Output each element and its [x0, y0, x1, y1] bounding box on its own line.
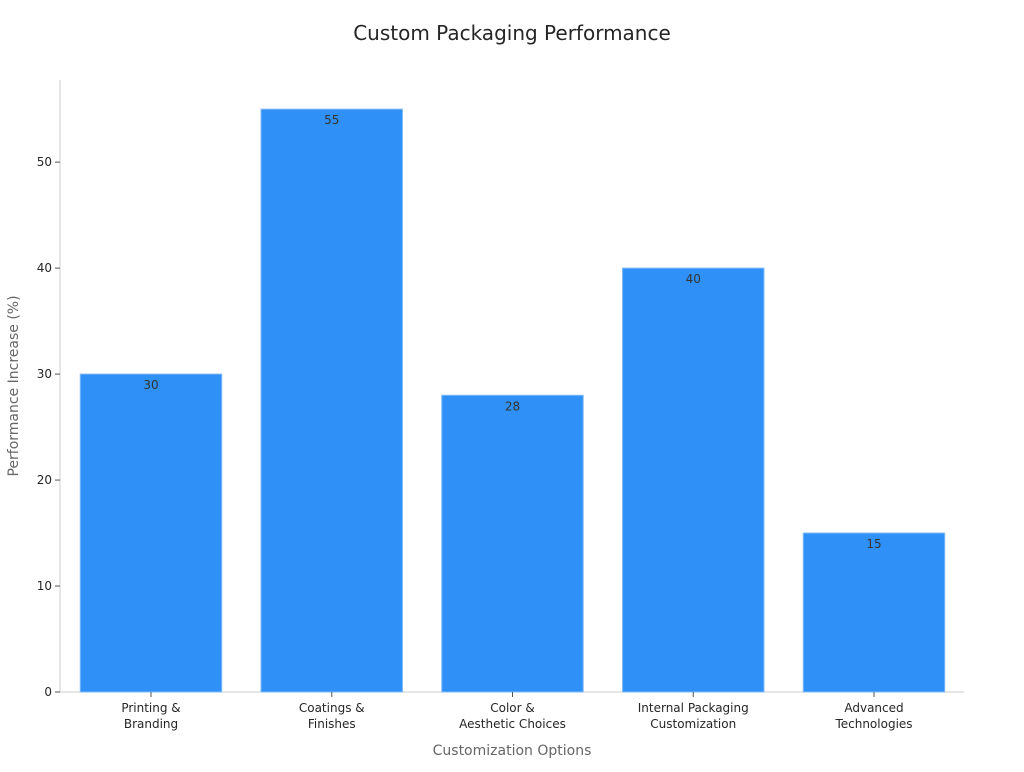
bar — [441, 394, 584, 693]
y-tick-label: 20 — [37, 473, 52, 487]
x-tick-label: Internal Packaging Customization — [638, 701, 749, 731]
x-tick-label-line: Advanced — [844, 701, 903, 715]
x-tick-label: Advanced Technologies — [834, 701, 912, 731]
bar — [802, 532, 946, 693]
bar-data-label: 40 — [686, 272, 701, 286]
x-tick-label-line: Printing & — [121, 701, 180, 715]
bar-data-label: 15 — [866, 537, 881, 551]
x-tick-label: Coatings & Finishes — [299, 701, 365, 731]
bar — [260, 108, 403, 693]
y-axis-label: Performance Increase (%) — [6, 295, 22, 476]
x-tick-label: Printing & Branding — [121, 701, 180, 731]
x-tick-label-line: Internal Packaging — [638, 701, 749, 715]
x-tick-label: Color & Aesthetic Choices — [459, 701, 566, 731]
y-tick-label: 40 — [37, 261, 52, 275]
bar-data-label: 55 — [324, 113, 339, 127]
x-axis-label: Customization Options — [433, 743, 592, 759]
x-tick-label-line: Finishes — [308, 717, 356, 731]
x-tick-label-line: Technologies — [834, 717, 912, 731]
plot-area: 0 10 20 30 40 50 30 Printing & Branding 55 Coating… — [37, 80, 964, 731]
x-tick-label-line: Coatings & — [299, 701, 365, 715]
y-tick-label: 10 — [37, 579, 52, 593]
bar — [79, 373, 223, 693]
x-tick-label-line: Branding — [124, 717, 178, 731]
x-tick-label-line: Color & — [490, 701, 535, 715]
y-tick-label: 0 — [44, 685, 52, 699]
x-tick-label-line: Customization — [650, 717, 736, 731]
y-tick-label: 50 — [37, 155, 52, 169]
x-tick-label-line: Aesthetic Choices — [459, 717, 566, 731]
y-tick-label: 30 — [37, 367, 52, 381]
bar — [622, 267, 765, 693]
chart-title: Custom Packaging Performance — [353, 21, 671, 45]
bar-data-label: 28 — [505, 399, 520, 413]
bar-data-label: 30 — [143, 378, 158, 392]
